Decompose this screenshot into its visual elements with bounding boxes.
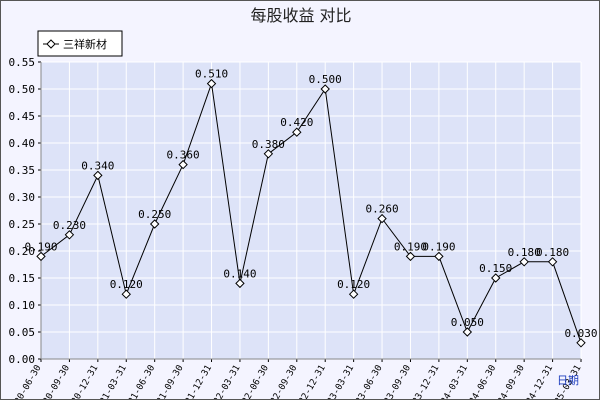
data-label-group: 0.190 0.230 0.340 0.120 0.250 0.360 0.510 0.140… xyxy=(24,68,597,340)
legend: 三祥新材 xyxy=(37,30,123,57)
data-point-marker xyxy=(36,251,46,262)
data-label: 0.190 xyxy=(422,240,455,253)
data-label: 0.500 xyxy=(309,73,342,86)
y-tick-label: 0.40 xyxy=(9,137,36,150)
y-tick-label: 0.10 xyxy=(9,299,36,312)
data-label: 0.230 xyxy=(53,219,86,232)
data-point-marker xyxy=(292,127,302,137)
data-label: 0.140 xyxy=(223,267,256,280)
data-point-marker xyxy=(93,170,103,181)
y-tick-label: 0.55 xyxy=(9,56,36,69)
series-line-group xyxy=(36,78,586,348)
data-point-marker xyxy=(434,251,444,262)
y-tick-label: 0.00 xyxy=(9,353,36,366)
series-line xyxy=(40,83,582,343)
plot-area xyxy=(41,62,581,359)
data-point-marker xyxy=(547,257,558,267)
data-point-marker xyxy=(64,230,75,240)
data-label: 0.420 xyxy=(280,116,313,129)
chart-title: 每股收益 对比 xyxy=(250,6,351,25)
legend-diamond-icon xyxy=(46,39,56,49)
data-point-marker xyxy=(235,278,245,289)
legend-series-name: 三祥新材 xyxy=(63,37,107,51)
y-tick-label: 0.25 xyxy=(9,218,36,231)
y-tick-label: 0.30 xyxy=(9,191,36,204)
data-label: 0.150 xyxy=(479,262,512,275)
data-point-marker xyxy=(320,84,330,94)
data-point-marker xyxy=(576,338,586,348)
data-point-marker xyxy=(405,251,416,262)
data-label: 0.180 xyxy=(536,246,569,259)
data-label: 0.340 xyxy=(81,159,114,172)
data-label: 0.360 xyxy=(167,149,200,162)
data-label: 0.190 xyxy=(394,240,427,253)
data-label: 0.190 xyxy=(24,240,57,253)
data-point-marker xyxy=(377,213,387,224)
y-tick-label: 0.45 xyxy=(9,110,36,123)
data-point-marker xyxy=(519,257,529,267)
data-label: 0.050 xyxy=(451,316,484,329)
x-axis-label: 日期 xyxy=(557,374,579,387)
data-point-marker xyxy=(491,273,501,283)
data-point-marker xyxy=(206,78,217,89)
data-label: 0.380 xyxy=(252,138,285,151)
data-point-marker xyxy=(263,149,274,159)
data-label: 0.180 xyxy=(508,246,541,259)
data-label: 0.510 xyxy=(195,68,228,81)
data-label: 0.120 xyxy=(110,278,143,291)
data-point-marker xyxy=(178,159,188,170)
data-point-marker xyxy=(149,219,160,229)
data-point-marker xyxy=(121,289,131,299)
data-label: 0.250 xyxy=(138,208,171,221)
data-point-marker xyxy=(462,327,473,337)
data-label: 0.260 xyxy=(365,203,398,216)
data-label: 0.030 xyxy=(564,327,597,340)
data-point-marker xyxy=(348,289,359,299)
y-tick-label: 0.15 xyxy=(9,272,36,285)
y-tick-label: 0.20 xyxy=(9,245,36,258)
y-tick-label: 0.35 xyxy=(9,164,36,177)
y-tick-label: 0.05 xyxy=(9,326,36,339)
y-tick-label: 0.50 xyxy=(9,83,36,96)
data-label: 0.120 xyxy=(337,278,370,291)
x-tick-label: 2020-06-30 xyxy=(8,364,44,400)
